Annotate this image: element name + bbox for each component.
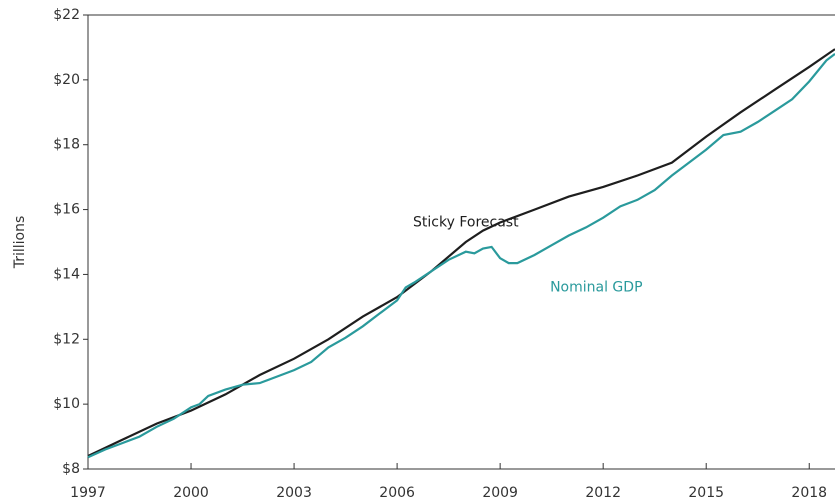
y-tick-label: $14 (53, 266, 80, 282)
y-axis-label: Trillions (12, 216, 28, 270)
y-tick-label: $10 (53, 396, 80, 412)
x-tick-label: 1997 (70, 485, 106, 501)
series-line (87, 53, 835, 459)
y-tick-label: $12 (53, 331, 80, 347)
y-tick-label: $8 (62, 461, 80, 477)
x-tick-label: 2000 (173, 485, 209, 501)
series-label: Nominal GDP (550, 279, 642, 295)
y-tick-label: $20 (53, 72, 80, 88)
x-tick-label: 2006 (379, 485, 415, 501)
x-tick-label: 2003 (276, 485, 312, 501)
series-label: Sticky Forecast (413, 215, 519, 231)
x-tick-label: 2009 (482, 485, 518, 501)
x-tick-label: 2012 (585, 485, 621, 501)
y-tick-label: $18 (53, 137, 80, 153)
x-tick-label: 2018 (791, 485, 827, 501)
y-tick-label: $22 (53, 7, 80, 23)
series-line (87, 48, 835, 457)
y-tick-label: $16 (53, 202, 80, 218)
x-tick-label: 2015 (688, 485, 724, 501)
